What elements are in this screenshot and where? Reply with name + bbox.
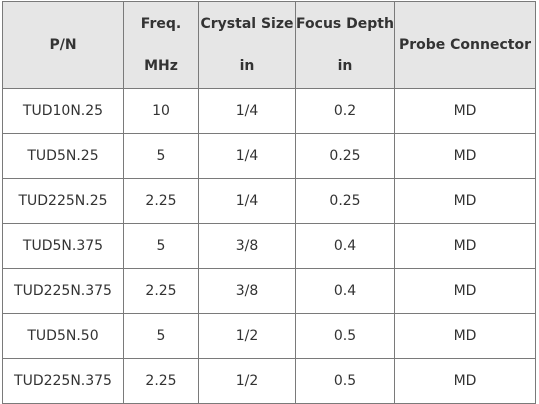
cell-probe-connector: MD [394, 88, 536, 134]
cell-focus-depth: 0.4 [295, 223, 395, 269]
cell-focus-depth: 0.25 [295, 178, 395, 224]
cell-focus-depth: 0.2 [295, 88, 395, 134]
cell-focus-depth: 0.5 [295, 358, 395, 404]
header-part-number: P/N [2, 1, 124, 89]
header-frequency-unit: MHz [144, 58, 178, 74]
header-focus-depth-unit: in [337, 58, 353, 74]
header-probe-connector: Probe Connector [394, 1, 536, 89]
cell-probe-connector: MD [394, 358, 536, 404]
header-focus-depth-label: Focus Depth [296, 16, 394, 32]
header-focus-depth: Focus Depth in [295, 1, 395, 89]
table-row: TUD225N.375 2.25 3/8 0.4 MD [2, 268, 536, 314]
header-crystal-size-unit: in [239, 58, 255, 74]
cell-probe-connector: MD [394, 223, 536, 269]
cell-probe-connector: MD [394, 313, 536, 359]
cell-part-number: TUD225N.375 [2, 358, 124, 404]
cell-crystal-size: 1/2 [198, 313, 296, 359]
cell-crystal-size: 1/4 [198, 88, 296, 134]
cell-focus-depth: 0.4 [295, 268, 395, 314]
cell-part-number: TUD5N.25 [2, 133, 124, 179]
header-frequency-label: Freq. [140, 16, 182, 32]
table-row: TUD5N.375 5 3/8 0.4 MD [2, 223, 536, 269]
cell-part-number: TUD5N.50 [2, 313, 124, 359]
header-probe-connector-label: Probe Connector [398, 37, 531, 53]
header-crystal-size: Crystal Size in [198, 1, 296, 89]
cell-frequency: 5 [123, 223, 199, 269]
cell-part-number: TUD225N.375 [2, 268, 124, 314]
cell-frequency: 5 [123, 133, 199, 179]
cell-probe-connector: MD [394, 178, 536, 224]
table-body: TUD10N.25 10 1/4 0.2 MD TUD5N.25 5 1/4 0… [2, 88, 536, 404]
cell-crystal-size: 3/8 [198, 268, 296, 314]
table-header: P/N Freq. MHz Crystal Size in Focus Dept… [2, 1, 536, 89]
cell-probe-connector: MD [394, 268, 536, 314]
cell-focus-depth: 0.5 [295, 313, 395, 359]
cell-frequency: 5 [123, 313, 199, 359]
cell-crystal-size: 1/4 [198, 133, 296, 179]
cell-crystal-size: 1/2 [198, 358, 296, 404]
cell-frequency: 2.25 [123, 358, 199, 404]
cell-crystal-size: 1/4 [198, 178, 296, 224]
table-row: TUD10N.25 10 1/4 0.2 MD [2, 88, 536, 134]
table-row: TUD5N.50 5 1/2 0.5 MD [2, 313, 536, 359]
cell-frequency: 10 [123, 88, 199, 134]
header-row: P/N Freq. MHz Crystal Size in Focus Dept… [2, 1, 536, 89]
table-row: TUD225N.25 2.25 1/4 0.25 MD [2, 178, 536, 224]
cell-probe-connector: MD [394, 133, 536, 179]
cell-frequency: 2.25 [123, 268, 199, 314]
table-row: TUD225N.375 2.25 1/2 0.5 MD [2, 358, 536, 404]
header-crystal-size-label: Crystal Size [200, 16, 294, 32]
cell-part-number: TUD225N.25 [2, 178, 124, 224]
header-part-number-label: P/N [49, 37, 77, 53]
cell-focus-depth: 0.25 [295, 133, 395, 179]
cell-part-number: TUD10N.25 [2, 88, 124, 134]
cell-frequency: 2.25 [123, 178, 199, 224]
table-row: TUD5N.25 5 1/4 0.25 MD [2, 133, 536, 179]
header-frequency: Freq. MHz [123, 1, 199, 89]
cell-crystal-size: 3/8 [198, 223, 296, 269]
cell-part-number: TUD5N.375 [2, 223, 124, 269]
